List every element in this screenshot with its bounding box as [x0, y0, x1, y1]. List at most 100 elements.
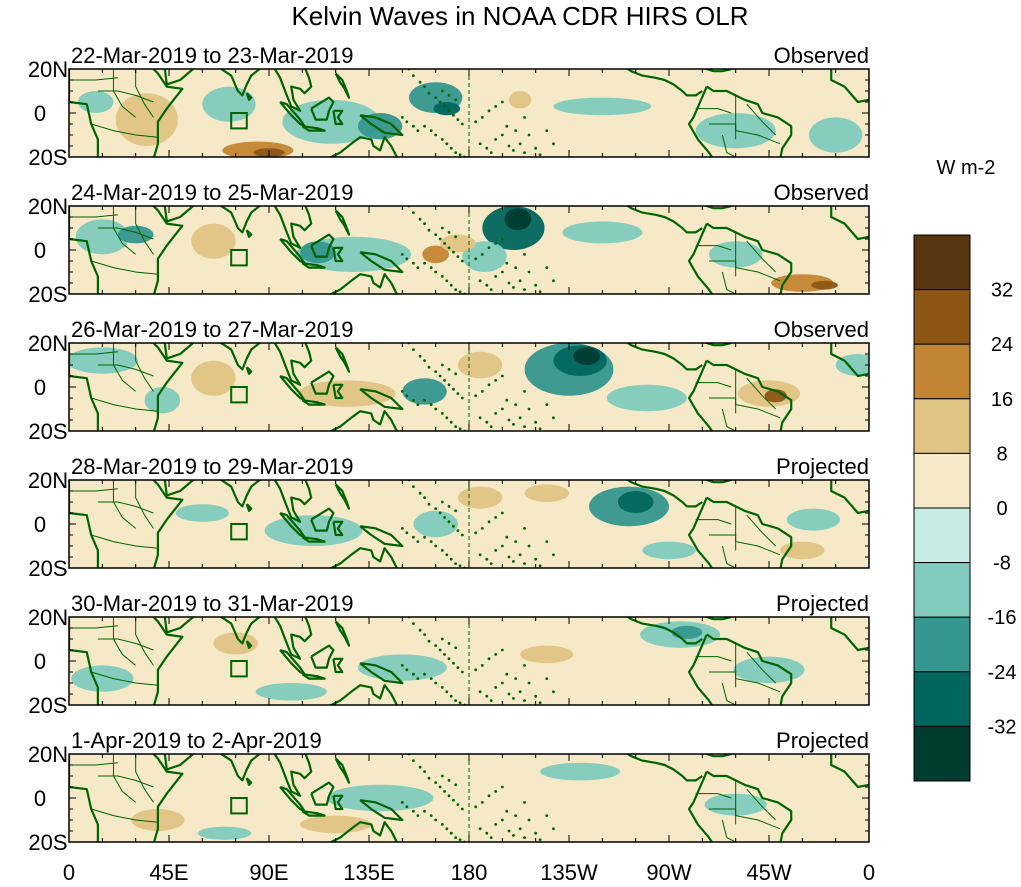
anomaly-blob — [357, 654, 447, 681]
island-dot — [507, 144, 511, 148]
island-dot — [505, 672, 509, 676]
island-dot — [505, 261, 509, 265]
island-dot — [460, 122, 464, 126]
island-dot — [458, 427, 462, 431]
country-border — [97, 227, 154, 240]
island-dot — [534, 283, 538, 287]
island-dot — [500, 544, 504, 548]
coastline — [245, 92, 253, 101]
latitude-label: 0 — [34, 101, 46, 126]
coastline — [359, 114, 404, 137]
anomaly-blob — [297, 380, 396, 407]
islands — [400, 343, 555, 431]
island-dot — [487, 109, 491, 113]
country-border — [695, 793, 732, 799]
coastline — [703, 69, 732, 73]
anomaly-blob — [175, 504, 229, 522]
island-dot — [487, 383, 491, 387]
island-dot — [454, 288, 458, 291]
anomaly-blob — [357, 113, 403, 140]
coastline — [334, 757, 351, 784]
country-border — [97, 775, 154, 788]
coastline — [328, 136, 399, 157]
colorbar-label: 0 — [996, 498, 1007, 520]
island-dot — [416, 129, 420, 133]
island-dot — [454, 151, 458, 155]
island-dot — [458, 701, 462, 705]
anomaly-blob — [191, 223, 236, 259]
island-dot — [412, 535, 415, 539]
island-dot — [418, 217, 422, 221]
coastline — [301, 673, 326, 680]
island-dot — [489, 562, 493, 565]
island-dot — [400, 116, 404, 119]
colorbar-swatch — [913, 725, 971, 782]
island-dot — [423, 633, 426, 636]
island-dot — [507, 418, 511, 422]
island-dot — [400, 801, 404, 804]
island-dot — [447, 794, 451, 798]
coastline — [332, 246, 344, 263]
islands — [400, 617, 555, 705]
country-border — [91, 397, 158, 412]
island-dot — [423, 124, 426, 128]
anomaly-blob — [69, 347, 138, 374]
island-dot — [434, 781, 438, 784]
island-dot — [538, 153, 542, 157]
island-dot — [458, 838, 462, 842]
island-dot — [447, 231, 451, 234]
country-border — [97, 638, 154, 651]
island-dot — [429, 677, 433, 680]
coastline — [273, 69, 313, 112]
country-border — [735, 780, 781, 830]
coastline — [273, 617, 313, 660]
coastline — [703, 480, 732, 484]
anomaly-blob — [115, 93, 178, 146]
island-dot — [460, 670, 464, 674]
island-dot — [500, 818, 504, 822]
island-dot — [527, 270, 531, 274]
island-dot — [514, 266, 518, 269]
island-dot — [443, 105, 446, 108]
colorbar-label: 8 — [996, 443, 1007, 465]
island-dot — [454, 783, 458, 787]
country-border — [695, 519, 732, 525]
coastlines — [69, 754, 869, 842]
island-dot — [438, 511, 442, 515]
coastline — [219, 617, 262, 645]
panel-date-range: 22-Mar-2019 to 23-Mar-2019 — [71, 43, 353, 68]
anomaly-blob — [617, 491, 654, 513]
latitude-label: 20S — [28, 145, 67, 170]
country-border — [746, 377, 777, 410]
island-dot — [527, 407, 531, 411]
island-dot — [452, 524, 455, 528]
island-dot — [460, 259, 464, 263]
colorbar-label: -8 — [993, 553, 1011, 575]
country-border — [135, 754, 154, 803]
island-dot — [443, 379, 446, 382]
island-dot — [416, 814, 420, 817]
country-border — [721, 682, 737, 705]
coastline — [625, 343, 703, 371]
anomaly-blob — [402, 378, 447, 405]
latitude-label: 20S — [28, 830, 67, 855]
longitude-axis: 0 45E 90E 135E 180 135W 90W 45W 0 — [63, 860, 875, 885]
island-dot — [400, 390, 404, 393]
coastline — [332, 520, 344, 537]
coastline — [301, 125, 326, 132]
island-dot — [454, 372, 458, 376]
coastline — [310, 507, 335, 532]
country-border — [746, 788, 777, 821]
panel-ticks — [68, 205, 870, 295]
country-border — [112, 754, 136, 803]
island-dot — [507, 281, 511, 285]
latitude-label: 20N — [28, 468, 68, 493]
country-border — [721, 271, 737, 294]
anomaly-blob — [433, 102, 461, 116]
island-dot — [447, 520, 451, 524]
island-dot — [480, 116, 484, 119]
colorbar-swatch — [913, 616, 971, 673]
island-dot — [412, 74, 415, 77]
coastline — [245, 503, 253, 512]
island-dot — [480, 527, 484, 530]
